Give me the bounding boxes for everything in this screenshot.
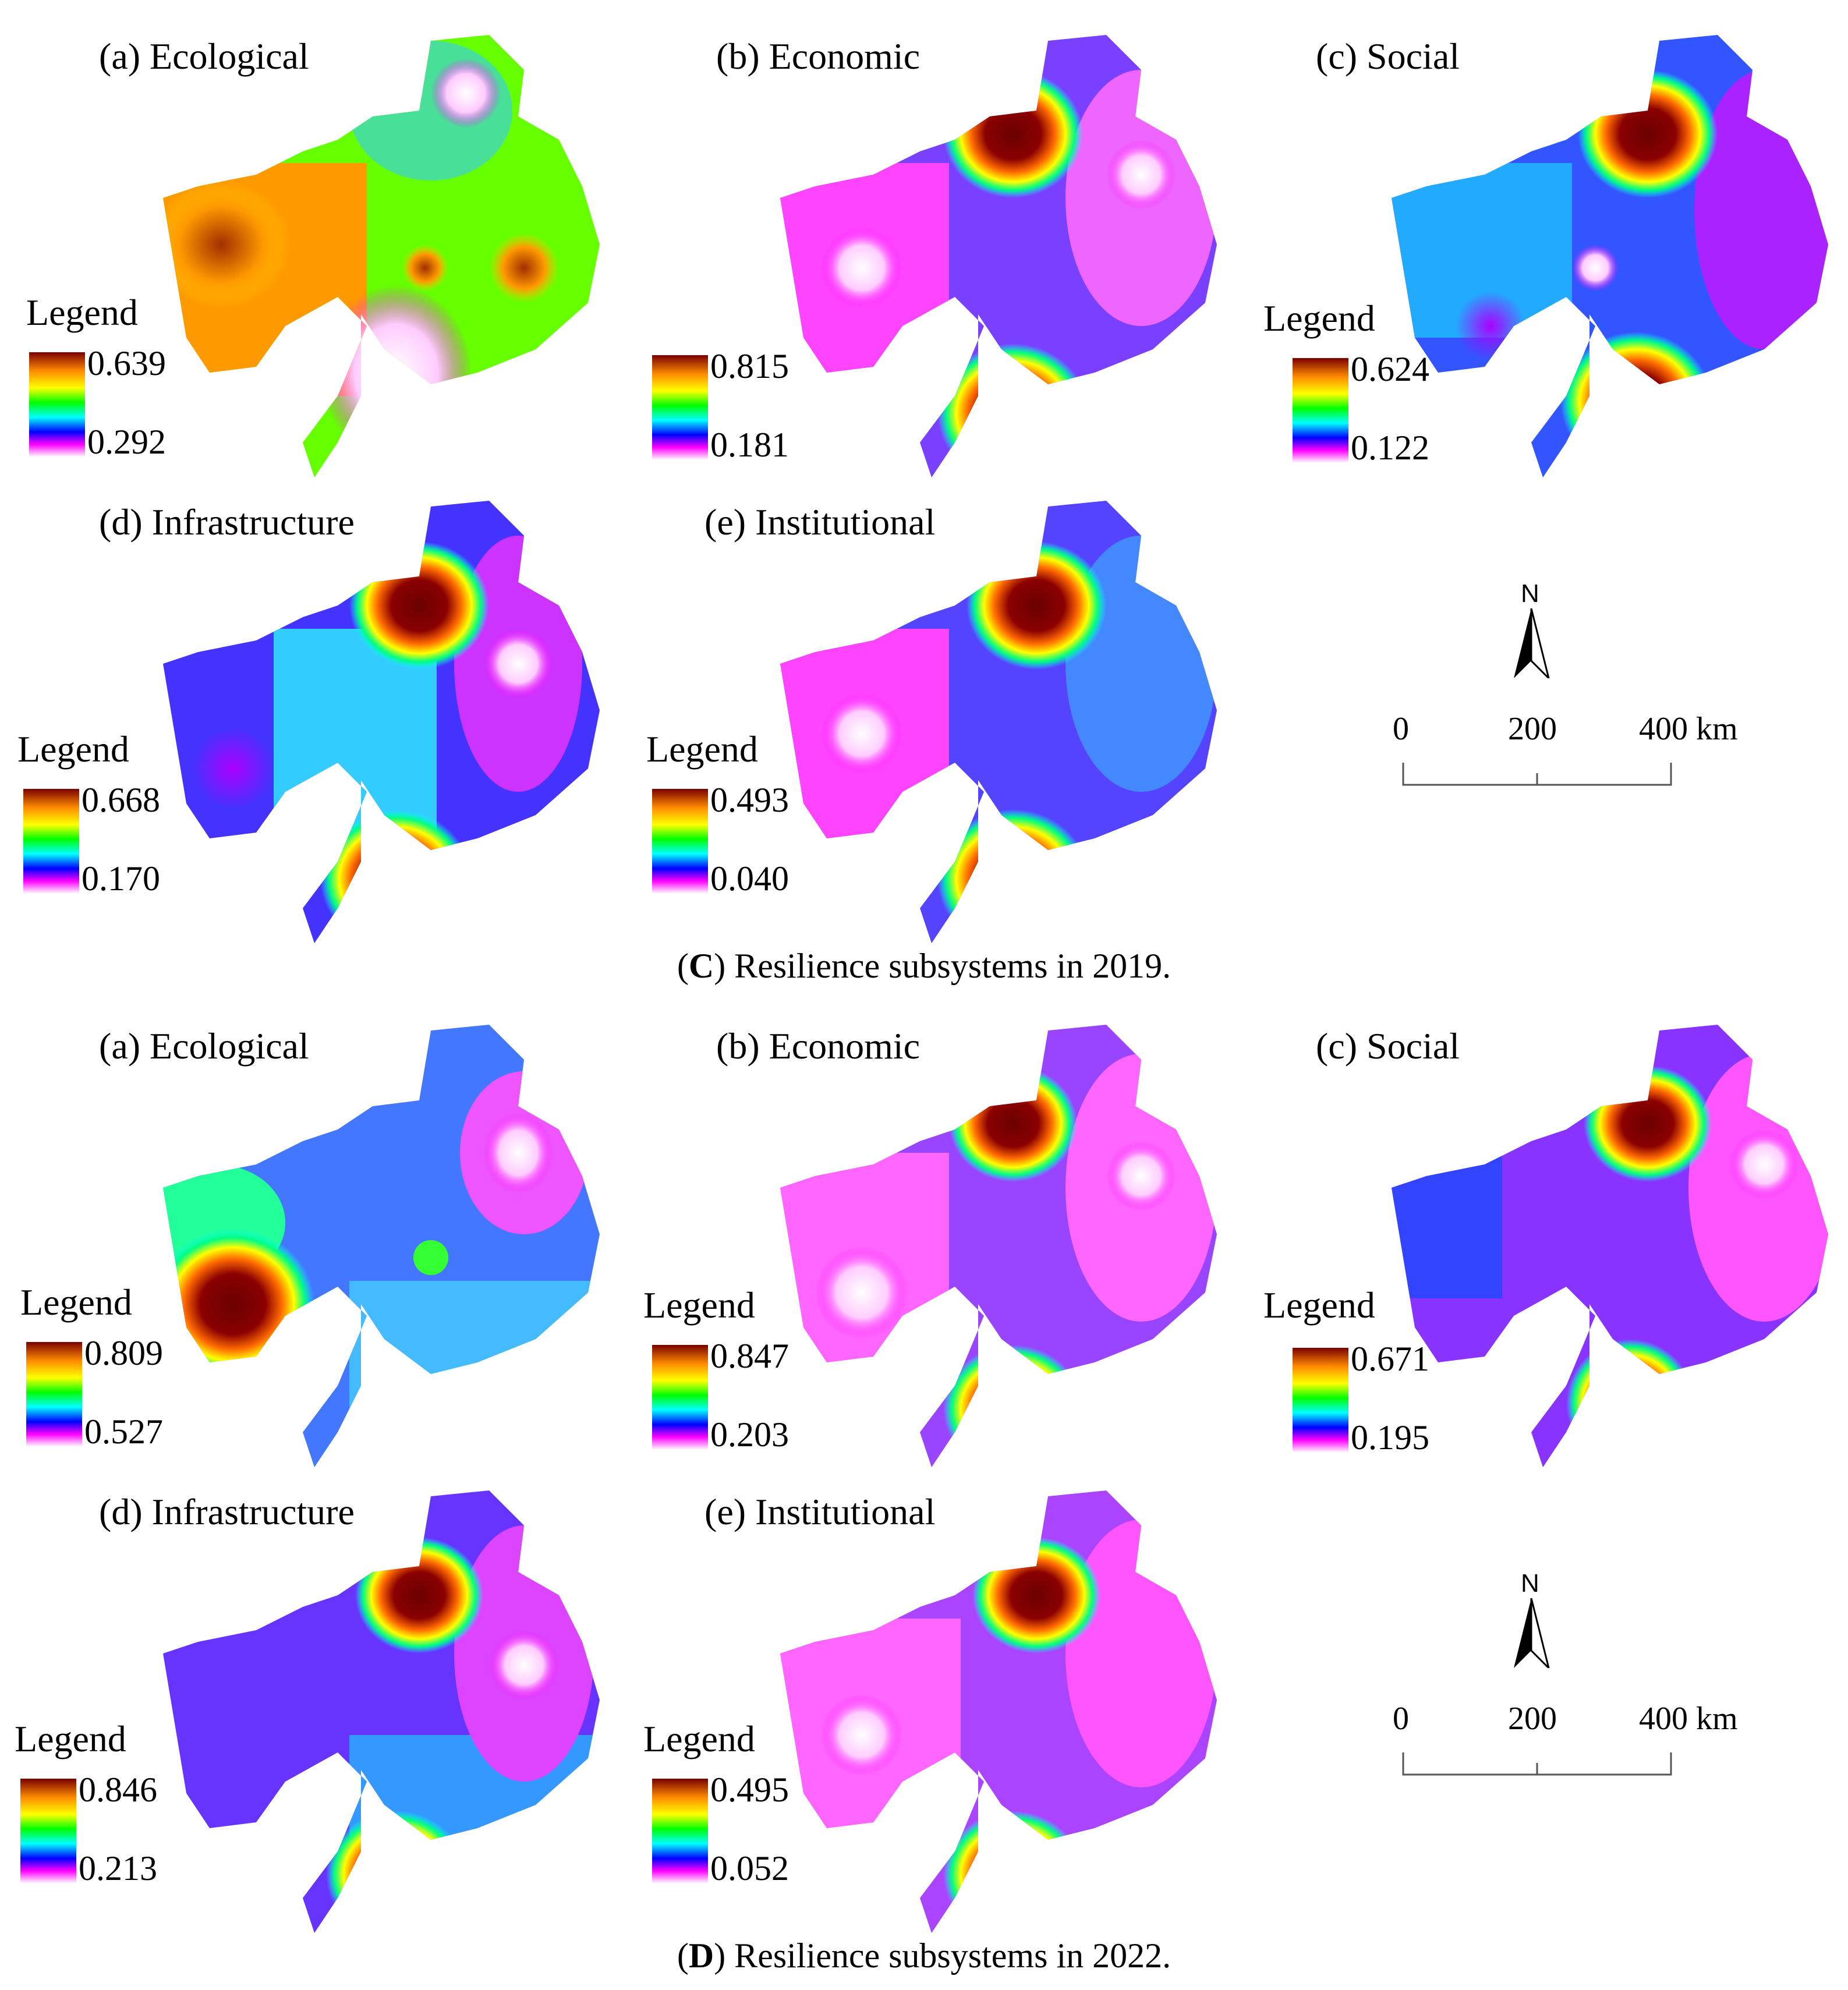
scale-label-400: 400 km xyxy=(1639,1701,1738,1737)
legend-title: Legend xyxy=(1263,1284,1375,1326)
map-panel-ecological-2019: (a) Ecological Legend 0.639 0.292 xyxy=(12,23,617,501)
panel-title: (e) Institutional xyxy=(704,1491,936,1532)
legend-max: 0.846 xyxy=(79,1771,157,1809)
caption-text: ) Resilience subsystems in 2019. xyxy=(714,947,1171,985)
choropleth-map xyxy=(780,35,1217,477)
choropleth-map xyxy=(780,1025,1217,1467)
scale-label-200: 200 xyxy=(1508,711,1557,747)
map-panel-economic-2022: (b) Economic Legend 0.847 0.203 xyxy=(629,1013,1234,1490)
legend-min: 0.527 xyxy=(84,1412,163,1451)
legend-title: Legend xyxy=(646,728,758,770)
legend-max: 0.809 xyxy=(84,1334,163,1372)
choropleth-map xyxy=(163,1025,600,1467)
north-arrow-label: N xyxy=(1521,579,1539,608)
legend-min: 0.122 xyxy=(1351,429,1429,467)
legend-min: 0.181 xyxy=(710,426,789,464)
map-panel-institutional-2019: (e) Institutional Legend 0.493 0.040 xyxy=(629,489,1234,966)
legend-max: 0.639 xyxy=(87,344,166,383)
legend-color-ramp xyxy=(652,789,708,894)
legend-title: Legend xyxy=(643,1284,755,1326)
panel-title: (c) Social xyxy=(1316,1025,1460,1067)
legend-min: 0.040 xyxy=(710,859,789,898)
panel-title: (b) Economic xyxy=(716,36,921,77)
choropleth-map xyxy=(1392,35,1828,477)
north-arrow-label: N xyxy=(1521,1569,1539,1598)
legend-title: Legend xyxy=(26,292,138,333)
choropleth-map xyxy=(163,501,600,943)
choropleth-map xyxy=(1392,1025,1828,1467)
legend-color-ramp xyxy=(652,1779,708,1883)
scale-label-400: 400 km xyxy=(1639,711,1738,747)
caption-letter: C xyxy=(688,947,714,985)
panel-title: (d) Infrastructure xyxy=(99,1491,355,1532)
figure-caption-2022: (D) Resilience subsystems in 2022. xyxy=(677,1936,1171,1975)
legend-max: 0.624 xyxy=(1351,350,1429,388)
map-panel-institutional-2022: (e) Institutional Legend 0.495 0.052 xyxy=(629,1479,1234,1956)
legend-color-ramp xyxy=(1293,358,1348,463)
legend-title: Legend xyxy=(643,1718,755,1759)
caption-letter: D xyxy=(688,1936,714,1975)
legend-max: 0.493 xyxy=(710,781,789,819)
legend-color-ramp xyxy=(20,1779,76,1883)
legend-min: 0.292 xyxy=(87,423,166,461)
panel-title: (a) Ecological xyxy=(99,1025,309,1067)
scale-label-0: 0 xyxy=(1393,1701,1409,1737)
legend-max: 0.495 xyxy=(710,1771,789,1809)
map-panel-social-2022: (c) Social Legend 0.671 0.195 xyxy=(1240,1013,1846,1490)
panel-title: (c) Social xyxy=(1316,36,1460,77)
map-panel-infrastructure-2022: (d) Infrastructure Legend 0.846 0.213 xyxy=(12,1479,617,1956)
caption-text: ) Resilience subsystems in 2022. xyxy=(714,1936,1171,1975)
map-panel-economic-2019: (b) Economic 0.815 0.181 xyxy=(629,23,1234,501)
panel-title: (d) Infrastructure xyxy=(99,501,355,543)
panel-title: (e) Institutional xyxy=(704,501,936,543)
map-panel-infrastructure-2019: (d) Infrastructure Legend 0.668 0.170 xyxy=(12,489,617,966)
scale-label-0: 0 xyxy=(1393,711,1409,747)
legend-title: Legend xyxy=(15,1718,126,1759)
map-panel-social-2019: (c) Social Legend 0.624 0.122 xyxy=(1240,23,1846,501)
north-arrow-icon xyxy=(1514,1598,1550,1668)
legend-color-ramp xyxy=(652,355,708,460)
choropleth-map xyxy=(780,1490,1217,1933)
legend-color-ramp xyxy=(652,1345,708,1450)
panel-title: (b) Economic xyxy=(716,1025,921,1067)
scale-bar xyxy=(1402,1752,1672,1776)
map-panel-ecological-2022: (a) Ecological Legend 0.809 0.527 xyxy=(12,1013,617,1490)
north-arrow-icon xyxy=(1514,608,1550,678)
legend-max: 0.847 xyxy=(710,1337,789,1375)
legend-max: 0.668 xyxy=(82,781,160,819)
legend-title: Legend xyxy=(1263,298,1375,339)
legend-color-ramp xyxy=(29,352,85,457)
legend-color-ramp xyxy=(26,1342,82,1447)
figure-caption-2019: (C) Resilience subsystems in 2019. xyxy=(677,947,1171,985)
legend-min: 0.195 xyxy=(1351,1418,1429,1457)
legend-color-ramp xyxy=(1293,1348,1348,1453)
legend-max: 0.671 xyxy=(1351,1340,1429,1378)
scale-label-200: 200 xyxy=(1508,1701,1557,1737)
panel-title: (a) Ecological xyxy=(99,36,309,77)
scale-bar xyxy=(1402,763,1672,786)
legend-min: 0.213 xyxy=(79,1849,157,1888)
legend-min: 0.170 xyxy=(82,859,160,898)
choropleth-map xyxy=(780,501,1217,943)
choropleth-map xyxy=(163,35,600,477)
legend-max: 0.815 xyxy=(710,347,789,385)
legend-title: Legend xyxy=(20,1281,132,1323)
legend-color-ramp xyxy=(23,789,79,894)
legend-title: Legend xyxy=(17,728,129,770)
legend-min: 0.052 xyxy=(710,1849,789,1888)
choropleth-map xyxy=(163,1490,600,1933)
legend-min: 0.203 xyxy=(710,1415,789,1454)
